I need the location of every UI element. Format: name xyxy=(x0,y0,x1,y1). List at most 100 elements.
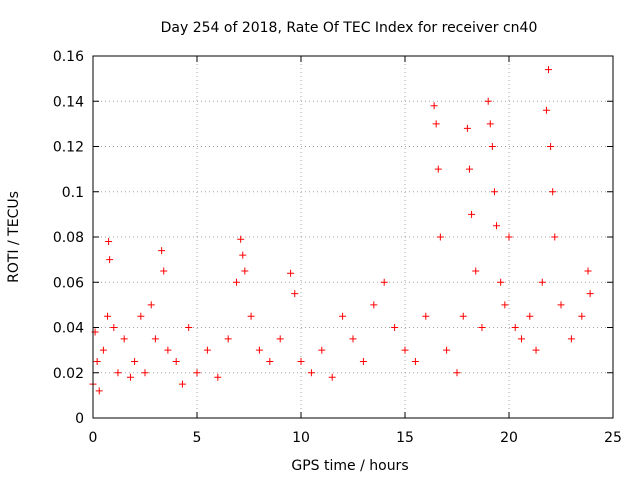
data-point xyxy=(401,346,409,354)
data-point xyxy=(488,143,496,150)
x-tick-label: 15 xyxy=(396,430,414,446)
data-point xyxy=(110,324,118,331)
data-point xyxy=(468,210,476,218)
y-tick-label: 0.16 xyxy=(53,49,84,65)
x-tick-label: 5 xyxy=(193,430,202,446)
y-tick-label: 0.12 xyxy=(53,140,84,156)
data-point xyxy=(517,335,525,343)
data-point xyxy=(99,346,107,354)
data-point xyxy=(255,346,263,354)
data-point xyxy=(164,346,172,354)
data-point xyxy=(432,120,440,128)
data-point xyxy=(465,165,473,173)
data-point xyxy=(542,106,550,114)
data-point xyxy=(578,312,586,320)
data-point xyxy=(391,324,399,331)
data-point xyxy=(526,312,534,320)
x-tick-label: 20 xyxy=(500,430,518,446)
data-point xyxy=(422,312,430,320)
x-tick-label: 0 xyxy=(89,430,98,446)
data-point xyxy=(297,357,305,365)
y-tick-label: 0.1 xyxy=(62,185,84,201)
data-point xyxy=(538,278,546,286)
grid-layer xyxy=(93,56,613,418)
data-point xyxy=(545,66,553,74)
data-point xyxy=(443,346,451,354)
data-point xyxy=(505,233,513,241)
data-point xyxy=(557,301,565,309)
data-point xyxy=(95,387,103,395)
y-tick-label: 0 xyxy=(75,411,84,427)
data-point xyxy=(141,369,149,377)
data-point xyxy=(114,369,122,377)
data-point xyxy=(241,267,249,275)
data-point xyxy=(239,251,247,259)
data-point xyxy=(276,335,284,343)
data-point xyxy=(106,256,114,264)
data-point xyxy=(370,301,378,309)
data-point xyxy=(349,335,357,343)
axis-ticks: 0 0.02 0.04 0.06 0.08 0.1 0.12 0.14 0.16 0 5 10 15 20… xyxy=(53,49,622,446)
data-point xyxy=(430,102,438,110)
data-point xyxy=(434,165,442,173)
data-point xyxy=(472,267,480,275)
data-point xyxy=(547,143,555,150)
data-point xyxy=(185,324,193,331)
data-point xyxy=(493,222,501,230)
data-point xyxy=(532,346,540,354)
data-point xyxy=(137,312,145,320)
data-point xyxy=(551,233,559,241)
data-point xyxy=(287,269,295,277)
data-point xyxy=(104,312,112,320)
data-point xyxy=(328,373,336,381)
data-point xyxy=(214,373,222,381)
data-point xyxy=(586,290,594,298)
data-point xyxy=(105,238,113,246)
y-axis-label: ROTI / TECUs xyxy=(6,191,22,283)
data-point xyxy=(436,233,444,241)
data-point xyxy=(359,357,367,365)
x-tick-label: 25 xyxy=(604,430,622,446)
data-point xyxy=(484,97,492,105)
data-point xyxy=(160,267,168,275)
data-point xyxy=(120,335,128,343)
data-point xyxy=(411,357,419,365)
data-point xyxy=(131,357,139,365)
y-tick-label: 0.02 xyxy=(53,366,84,382)
y-tick-label: 0.04 xyxy=(53,321,84,337)
data-point xyxy=(497,278,505,286)
data-point xyxy=(459,312,467,320)
data-point xyxy=(147,301,155,309)
x-tick-label: 10 xyxy=(292,430,310,446)
data-point xyxy=(158,247,166,255)
data-point xyxy=(339,312,347,320)
data-point xyxy=(224,335,232,343)
data-point xyxy=(247,312,255,320)
y-tick-label: 0.08 xyxy=(53,230,84,246)
data-point xyxy=(380,278,388,286)
data-point xyxy=(291,290,299,298)
data-point xyxy=(490,188,498,196)
data-point xyxy=(237,235,245,243)
data-point xyxy=(584,267,592,275)
data-points xyxy=(89,66,594,395)
data-point xyxy=(172,357,180,365)
data-point xyxy=(93,357,101,365)
data-point xyxy=(193,369,201,377)
data-point xyxy=(478,324,486,331)
data-point xyxy=(126,373,134,381)
data-point xyxy=(453,369,461,377)
x-axis-label: GPS time / hours xyxy=(291,458,408,474)
y-tick-label: 0.06 xyxy=(53,275,84,291)
data-point xyxy=(567,335,575,343)
data-point xyxy=(178,380,186,388)
data-point xyxy=(233,278,241,286)
data-point xyxy=(549,188,557,196)
data-point xyxy=(463,124,471,132)
data-point xyxy=(501,301,509,309)
data-point xyxy=(203,346,211,354)
data-point xyxy=(318,346,326,354)
data-point xyxy=(266,357,274,365)
data-point xyxy=(486,120,494,128)
